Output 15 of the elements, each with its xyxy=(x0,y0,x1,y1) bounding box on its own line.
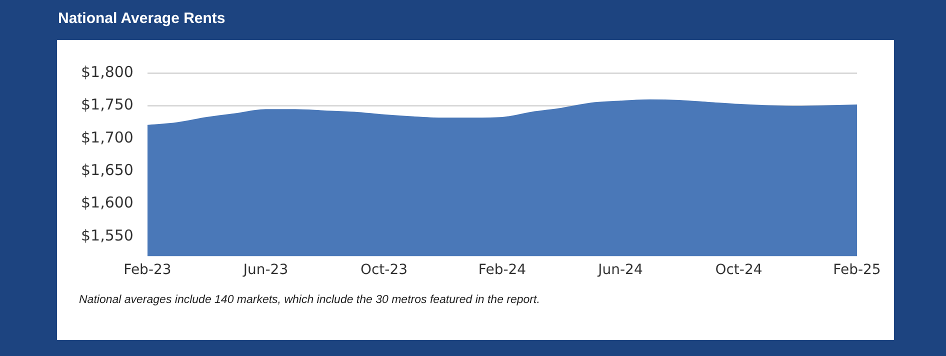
x-tick-label: Feb-25 xyxy=(833,262,881,278)
y-tick-label: $1,700 xyxy=(80,128,134,146)
y-tick-label: $1,800 xyxy=(80,62,134,81)
x-tick-label: Oct-24 xyxy=(715,262,762,278)
text: National averages include 140 markets, which include the 30 metros featured in the report. xyxy=(79,293,540,308)
x-tick-label: Oct-23 xyxy=(360,262,408,278)
x-tick-label: Jun-23 xyxy=(242,262,288,278)
y-tick-label: $1,750 xyxy=(80,96,134,114)
chart-title: National Average Rents xyxy=(58,10,226,27)
x-tick-label: Feb-23 xyxy=(124,262,172,278)
x-tick-label: Feb-24 xyxy=(478,262,526,278)
x-tick-label: Jun-24 xyxy=(597,262,643,278)
y-tick-label: $1,650 xyxy=(80,161,134,180)
y-tick-label: $1,600 xyxy=(80,194,134,212)
y-tick-label: $1,550 xyxy=(80,226,134,244)
